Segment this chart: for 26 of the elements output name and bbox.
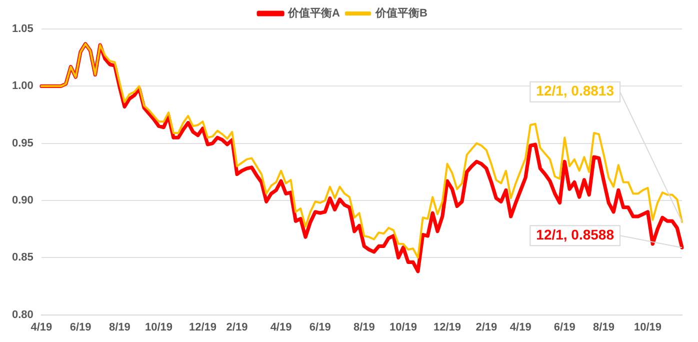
x-tick-label: 6/19 [70, 321, 92, 334]
y-tick-label: 0.95 [12, 137, 34, 150]
legend-label: 价值平衡B [374, 6, 428, 20]
data-label: 12/1, 0.8813 [536, 82, 614, 99]
x-tick-label: 2/19 [226, 321, 248, 334]
x-tick-label: 10/19 [634, 321, 662, 334]
x-tick-label: 12/19 [434, 321, 462, 334]
y-tick-label: 0.90 [12, 194, 34, 207]
x-tick-label: 6/19 [554, 321, 576, 334]
x-tick-label: 2/19 [476, 321, 498, 334]
x-tick-label: 10/19 [390, 321, 418, 334]
y-tick-label: 1.00 [12, 80, 34, 92]
x-tick-label: 6/19 [309, 321, 331, 334]
x-tick-label: 8/19 [353, 321, 375, 334]
data-label: 12/1, 0.8588 [536, 226, 614, 242]
x-tick-label: 8/19 [108, 321, 130, 334]
x-tick-label: 4/19 [510, 321, 532, 334]
x-tick-label: 10/19 [145, 321, 173, 334]
y-tick-label: 0.80 [12, 308, 34, 321]
legend-label: 价值平衡A [287, 6, 340, 20]
x-tick-label: 8/19 [593, 321, 614, 334]
x-tick-label: 12/19 [189, 321, 217, 334]
y-tick-label: 1.05 [12, 23, 34, 36]
x-tick-label: 4/19 [270, 321, 292, 334]
x-tick-label: 4/19 [30, 321, 52, 334]
y-tick-label: 0.85 [12, 252, 34, 264]
